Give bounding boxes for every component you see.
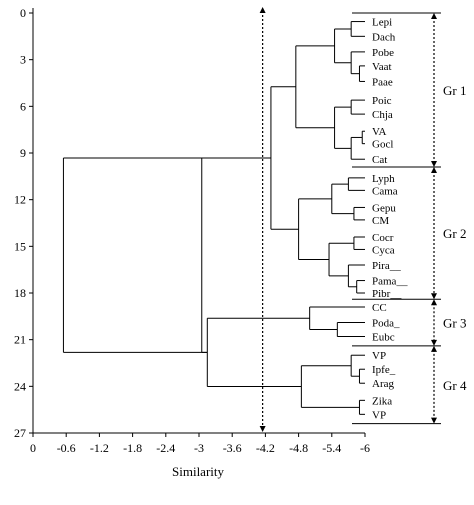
leaf-label: CC (372, 302, 387, 314)
group-arrow-top (431, 299, 437, 306)
x-tick-label: -5.4 (322, 441, 341, 455)
x-tick-label: -1.2 (90, 441, 109, 455)
x-tick-label: 0 (30, 441, 36, 455)
leaf-label: Vaat (372, 61, 392, 73)
group-arrow-top (431, 167, 437, 173)
y-tick-label: 21 (14, 333, 26, 347)
group-arrow-bottom (431, 293, 437, 300)
group-label: Gr 1 (443, 83, 466, 98)
group-label: Gr 4 (443, 378, 467, 393)
leaf-label: Arag (372, 378, 394, 390)
x-tick-label: -0.6 (57, 441, 76, 455)
x-tick-label: -4.8 (289, 441, 308, 455)
y-tick-label: 18 (14, 286, 26, 300)
dendrogram-branches (62, 21, 365, 415)
x-tick-label: -2.4 (156, 441, 175, 455)
leaf-label: CM (372, 215, 389, 227)
group-arrow-bottom (431, 339, 437, 346)
leaf-label: Pira__ (372, 260, 401, 272)
leaf-label: Poda_ (372, 318, 400, 330)
leaf-label: Gocl (372, 139, 393, 151)
x-axis-title: Similarity (172, 464, 225, 479)
group-arrow-top (431, 13, 437, 19)
leaf-label: VP (372, 409, 386, 421)
leaf-label: VP (372, 350, 386, 362)
leaf-label: Cyca (372, 244, 395, 256)
leaf-label: Pama__ (372, 276, 408, 288)
y-tick-label: 3 (20, 53, 26, 67)
y-tick-label: 0 (20, 6, 26, 20)
leaf-label: Pibr__ (372, 288, 402, 300)
leaf-label: Lyph (372, 173, 395, 185)
leaf-label: Poic (372, 95, 392, 107)
y-tick-label: 6 (20, 99, 26, 113)
group-label: Gr 3 (443, 316, 466, 331)
group-brackets: Gr 1 Gr 2 Gr 3 Gr 4 (352, 12, 467, 425)
cutoff-line (259, 7, 266, 432)
y-tick-label: 27 (14, 426, 26, 440)
leaf-label: Dach (372, 31, 396, 43)
cutoff-arrow-top (259, 7, 266, 13)
leaf-label: Paae (372, 76, 393, 88)
leaf-label: Lepi (372, 17, 392, 29)
group-arrow-top (431, 345, 437, 352)
leaf-label: Cocr (372, 232, 394, 244)
cutoff-arrow-bottom (259, 426, 266, 432)
x-tick-label: -6 (360, 441, 370, 455)
leaf-label: Gepu (372, 202, 396, 214)
y-tick-label: 24 (14, 379, 26, 393)
leaf-label: Pobe (372, 47, 394, 59)
x-tick-label: -3 (194, 441, 204, 455)
leaf-label: Cat (372, 154, 387, 166)
leaf-label: Ipfe_ (372, 364, 396, 376)
group-arrow-bottom (431, 161, 437, 167)
leaf-label: VA (372, 126, 387, 138)
x-tick-label: -3.6 (223, 441, 242, 455)
leaf-label: Eubc (372, 332, 395, 344)
y-tick-label: 12 (14, 193, 26, 207)
x-tick-label: -4.2 (256, 441, 275, 455)
y-tick-label: 15 (14, 239, 26, 253)
leaf-label: Cama (372, 185, 398, 197)
leaf-label: Chja (372, 109, 393, 121)
group-arrow-bottom (431, 417, 437, 424)
leaf-label: Zika (372, 395, 392, 407)
group-label: Gr 2 (443, 226, 466, 241)
y-tick-label: 9 (20, 146, 26, 160)
x-tick-label: -1.8 (123, 441, 142, 455)
